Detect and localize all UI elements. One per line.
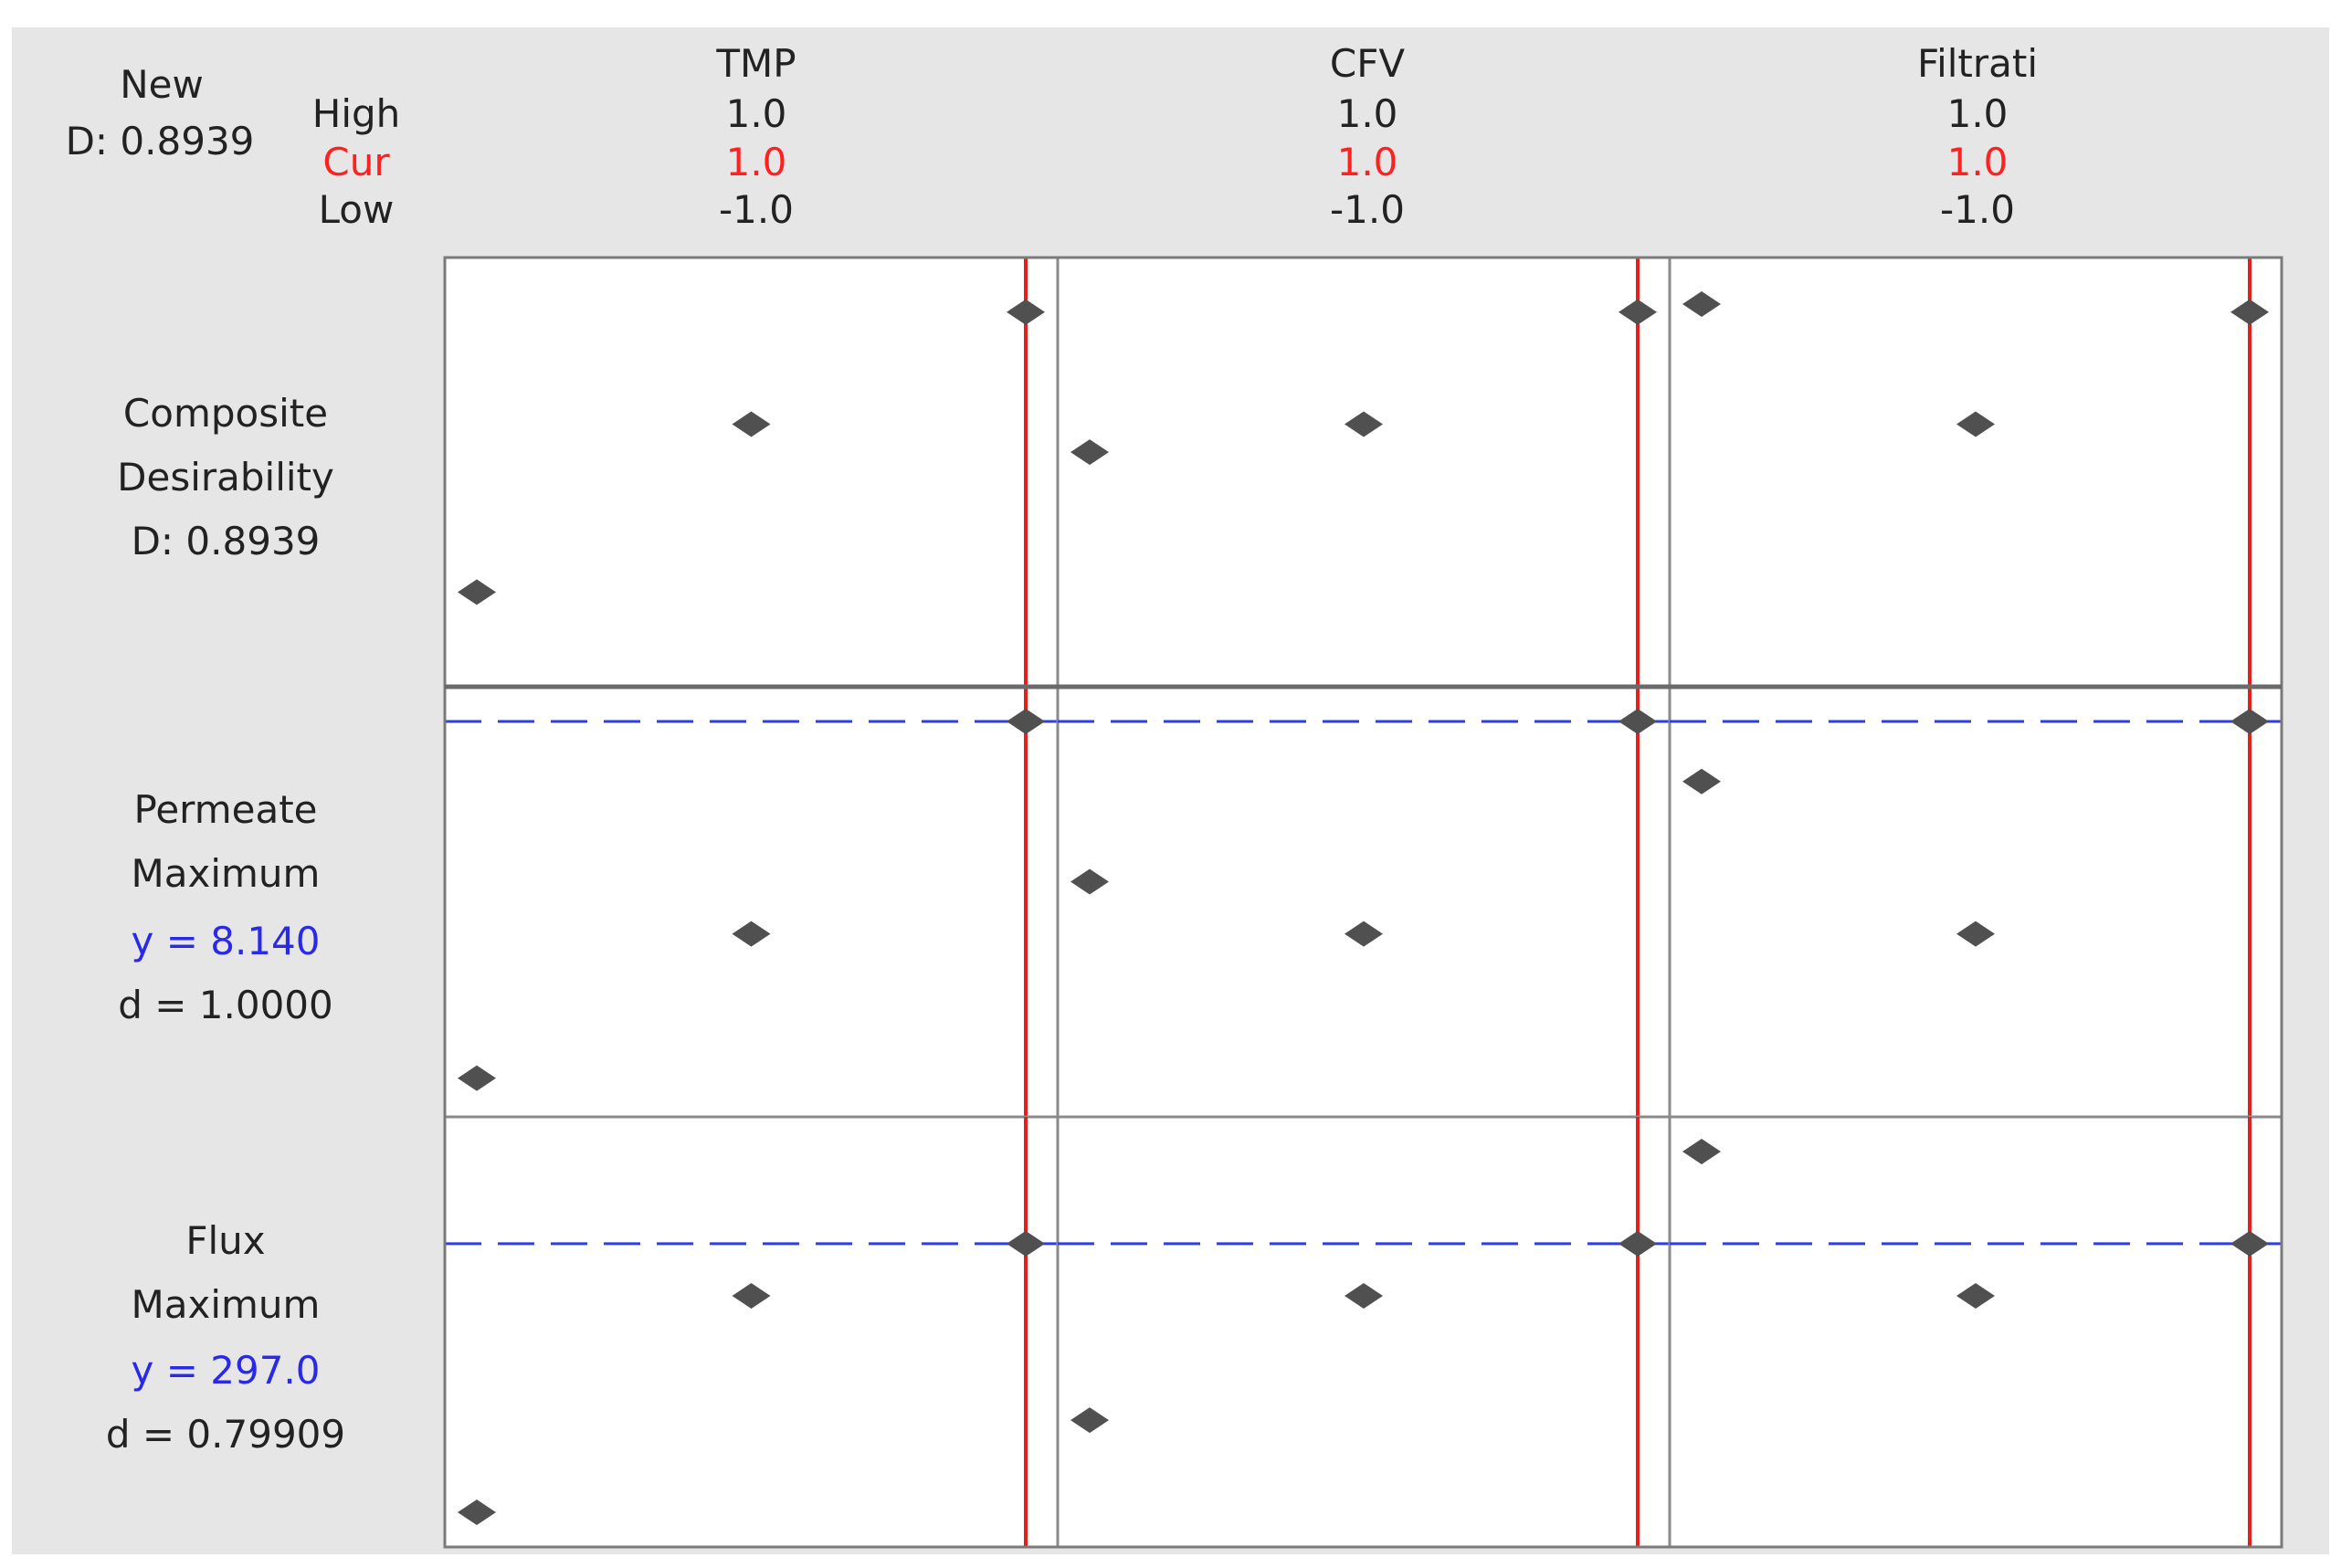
panel-cell bbox=[443, 256, 1060, 689]
panel-cell bbox=[1056, 685, 1671, 1119]
data-point bbox=[1619, 1230, 1657, 1257]
panel-cell bbox=[443, 685, 1060, 1119]
data-point bbox=[1682, 768, 1721, 795]
data-point bbox=[1619, 299, 1657, 325]
data-point bbox=[1956, 411, 1995, 437]
factor-name-cfv: CFV bbox=[1329, 41, 1406, 86]
response-label-flux-2: Maximum bbox=[131, 1282, 321, 1327]
data-point bbox=[1007, 1230, 1045, 1257]
data-point bbox=[1007, 708, 1045, 734]
factor-cur-tmp: 1.0 bbox=[725, 140, 787, 184]
data-point bbox=[1070, 868, 1109, 895]
data-point bbox=[1682, 291, 1721, 318]
response-label-composite-1: Composite bbox=[122, 391, 329, 436]
data-point bbox=[1956, 921, 1995, 947]
data-point bbox=[1682, 1138, 1721, 1164]
data-point bbox=[458, 579, 496, 605]
plot-frame bbox=[443, 256, 2283, 1549]
response-label-permeate-d: d = 1.0000 bbox=[118, 983, 333, 1027]
data-point bbox=[732, 411, 771, 437]
response-label-flux-y: y = 297.0 bbox=[131, 1348, 321, 1393]
data-point bbox=[1619, 708, 1657, 734]
data-point bbox=[2230, 708, 2269, 734]
panel-cell bbox=[443, 1115, 1060, 1549]
factor-high-cfv: 1.0 bbox=[1336, 91, 1398, 136]
data-point bbox=[1070, 439, 1109, 466]
data-point bbox=[1007, 299, 1045, 325]
response-label-permeate-2: Maximum bbox=[131, 851, 321, 896]
data-point bbox=[458, 1500, 496, 1526]
data-point bbox=[732, 921, 771, 947]
response-label-permeate-1: Permeate bbox=[133, 787, 318, 832]
data-point bbox=[2230, 1230, 2269, 1257]
response-label-flux-d: d = 0.79909 bbox=[105, 1412, 346, 1457]
response-label-composite-3: D: 0.8939 bbox=[131, 519, 321, 563]
panel-cell bbox=[1668, 256, 2283, 689]
response-label-permeate-y: y = 8.140 bbox=[131, 919, 321, 963]
factor-low-cfv: -1.0 bbox=[1330, 187, 1405, 232]
row-label-cur: Cur bbox=[322, 140, 390, 184]
factor-low-filtrati: -1.0 bbox=[1940, 187, 2015, 232]
panel-cell bbox=[1668, 685, 2283, 1119]
header-composite-d: D: 0.8939 bbox=[65, 119, 255, 163]
factor-cur-cfv: 1.0 bbox=[1336, 140, 1398, 184]
factor-high-tmp: 1.0 bbox=[725, 91, 787, 136]
data-point bbox=[732, 1282, 771, 1309]
factor-high-filtrati: 1.0 bbox=[1946, 91, 2009, 136]
factor-name-filtrati: Filtrati bbox=[1916, 41, 2039, 86]
panel-cell bbox=[1056, 256, 1671, 689]
data-point bbox=[2230, 299, 2269, 325]
panel-cell bbox=[1056, 1115, 1671, 1549]
data-point bbox=[1070, 1407, 1109, 1434]
data-point bbox=[1344, 921, 1383, 947]
factor-low-tmp: -1.0 bbox=[719, 187, 794, 232]
data-point bbox=[1956, 1282, 1995, 1309]
factor-cur-filtrati: 1.0 bbox=[1946, 140, 2009, 184]
response-label-flux-1: Flux bbox=[185, 1218, 266, 1263]
row-label-high: High bbox=[311, 91, 401, 136]
data-point bbox=[1344, 1282, 1383, 1309]
response-label-composite-2: Desirability bbox=[117, 455, 334, 500]
data-point bbox=[458, 1065, 496, 1091]
factor-name-tmp: TMP bbox=[716, 41, 796, 86]
header-title: New bbox=[120, 62, 204, 107]
data-point bbox=[1344, 411, 1383, 437]
panel-cell bbox=[1668, 1115, 2283, 1549]
row-label-low: Low bbox=[318, 187, 395, 232]
